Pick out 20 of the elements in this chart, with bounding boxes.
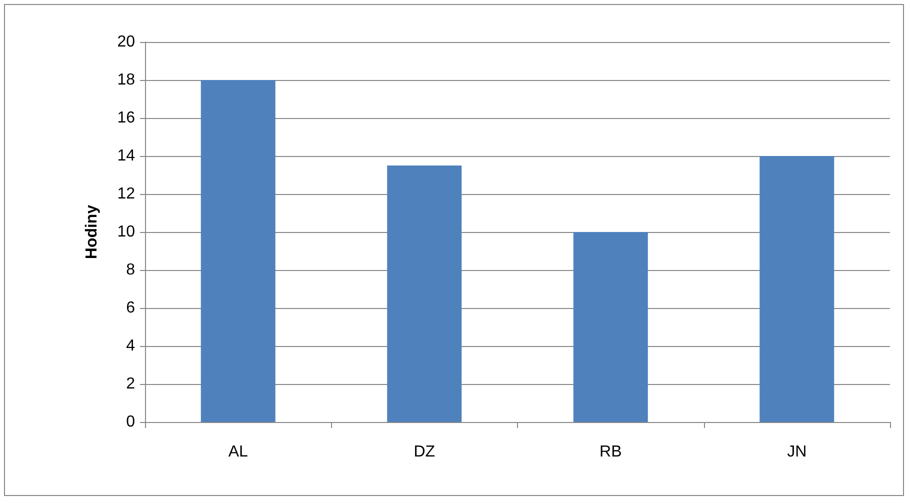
bar [387,166,462,422]
x-tick-label: JN [787,444,807,460]
bar [760,156,834,422]
y-tick-label: 18 [117,72,136,88]
y-tick-label: 0 [126,414,136,430]
y-tick-label: 4 [126,338,136,354]
y-tick-label: 16 [117,110,136,126]
y-tick-label: 8 [126,262,136,278]
x-tick-label: DZ [414,444,436,460]
x-tick-label: RB [600,444,622,460]
y-axis-title: Hodiny [84,204,100,260]
y-tick-label: 12 [117,186,136,202]
y-tick-label: 20 [117,34,136,50]
y-tick-label: 10 [117,224,136,240]
y-tick-label: 6 [126,300,136,316]
bar [573,232,648,422]
bar [200,80,276,422]
y-tick-label: 14 [117,148,136,164]
y-tick-label: 2 [126,376,136,392]
x-tick-label: AL [228,444,248,460]
